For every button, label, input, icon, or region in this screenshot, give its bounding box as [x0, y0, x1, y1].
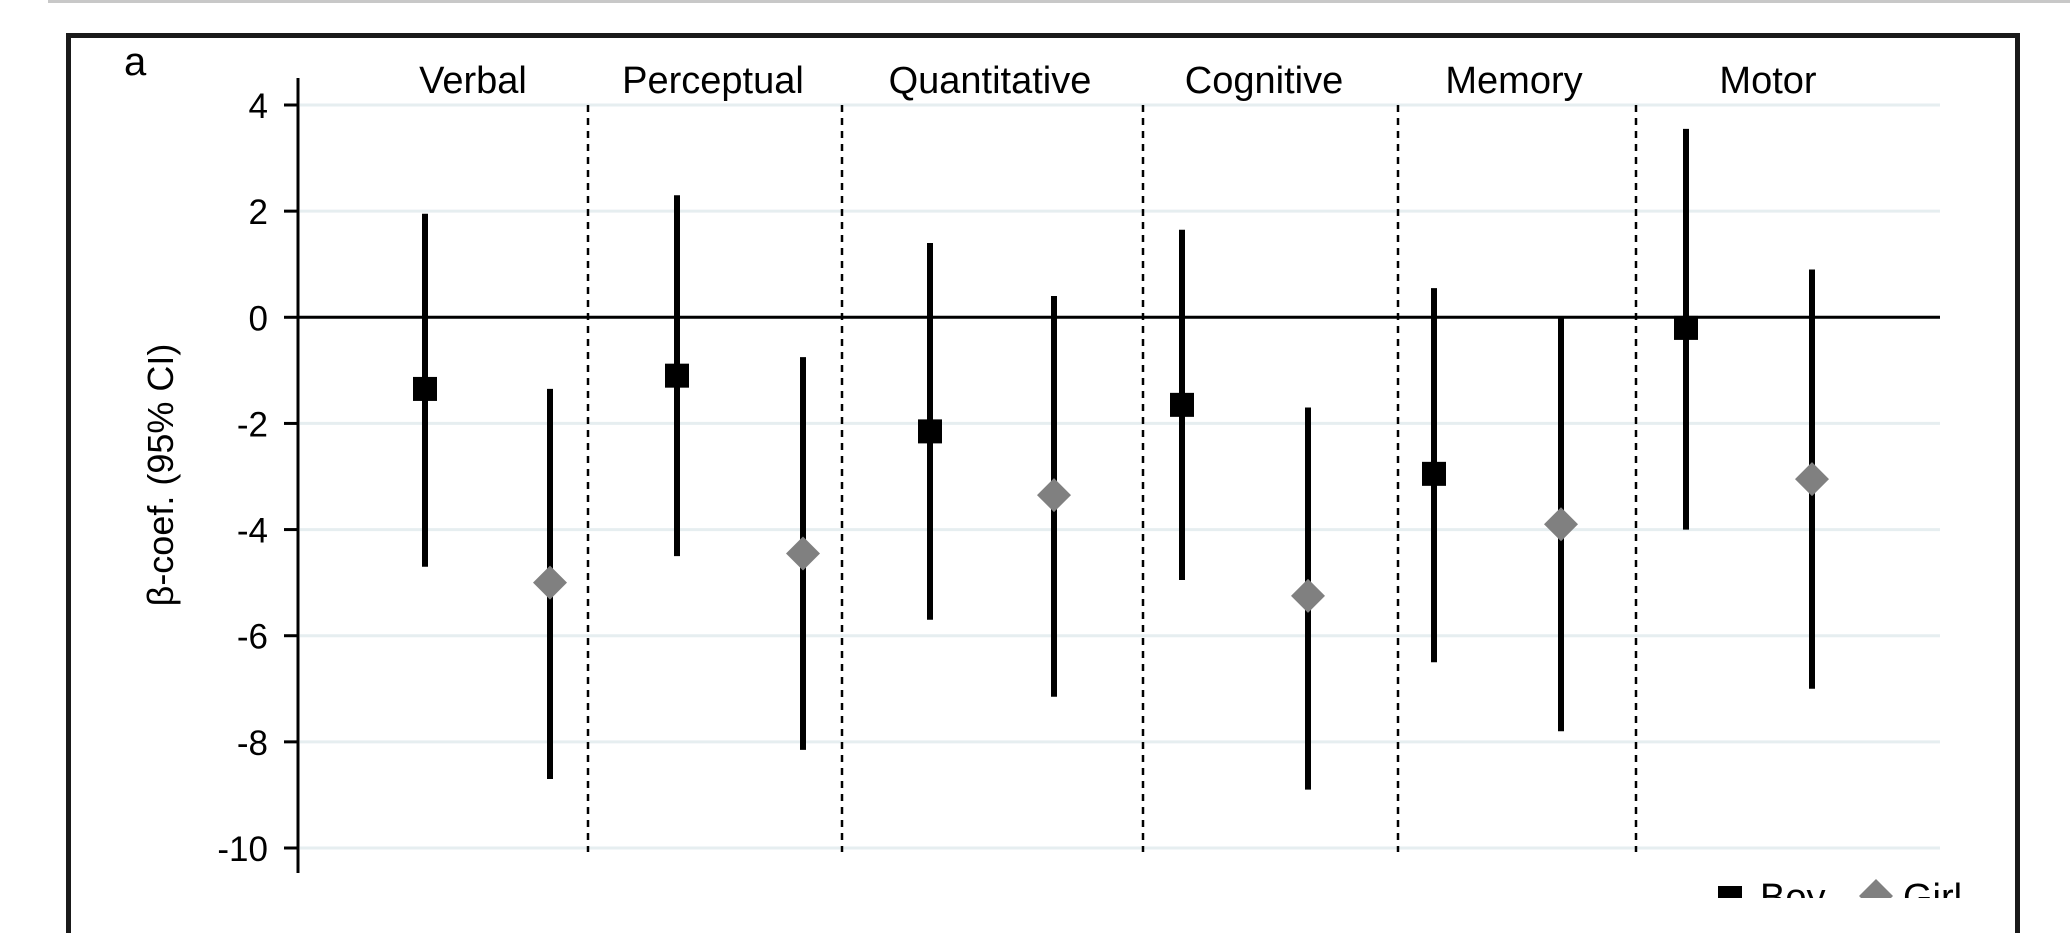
category-label: Motor — [1719, 60, 1816, 102]
y-tick-label: 2 — [249, 193, 268, 232]
category-label: Perceptual — [622, 60, 804, 102]
point-markers — [413, 315, 1829, 613]
y-tick-label: -2 — [237, 405, 268, 444]
boy-point — [918, 419, 942, 444]
top-border-line — [48, 0, 2070, 3]
y-tick-label: -10 — [217, 830, 268, 869]
figure-frame — [66, 33, 2020, 933]
boy-point — [1674, 315, 1698, 340]
category-labels: Verbal Perceptual Quantitative Cognitive Mem… — [419, 60, 1817, 102]
boy-point — [1422, 461, 1446, 486]
y-ticks: 4 2 0 -2 -4 -6 -8 -10 — [217, 87, 298, 869]
grid-layer — [300, 103, 1940, 850]
legend-girl-label: Girl — [1903, 877, 1962, 898]
boy-point — [413, 376, 437, 401]
error-bars — [422, 128, 1815, 790]
legend-boy-label: Boy — [1760, 877, 1825, 898]
category-label: Memory — [1445, 60, 1582, 102]
y-tick-label: -8 — [237, 724, 268, 763]
category-label: Verbal — [419, 60, 527, 102]
chart: 4 2 0 -2 -4 -6 -8 -10 β-coef. (95% CI) Verbal Pe… — [140, 60, 1962, 898]
y-axis-label: β-coef. (95% CI) — [140, 344, 181, 607]
legend-boy-marker — [1718, 886, 1742, 898]
y-tick-label: 4 — [249, 87, 268, 126]
girl-point — [786, 536, 820, 571]
boy-point — [665, 363, 689, 388]
legend-girl-marker — [1859, 879, 1893, 898]
y-tick-label: -4 — [237, 512, 268, 551]
girl-point — [1037, 478, 1071, 513]
girl-point — [533, 565, 567, 600]
y-tick-label: 0 — [249, 299, 268, 338]
category-label: Cognitive — [1185, 60, 1343, 102]
girl-point — [1544, 507, 1578, 542]
girl-point — [1291, 578, 1325, 613]
legend: Boy Girl — [1718, 877, 1962, 898]
girl-point — [1795, 462, 1829, 497]
boy-point — [1170, 392, 1194, 417]
y-tick-label: -6 — [237, 618, 268, 657]
panel-label: a — [124, 40, 147, 84]
category-label: Quantitative — [889, 60, 1092, 102]
panel-separators — [586, 105, 1638, 852]
